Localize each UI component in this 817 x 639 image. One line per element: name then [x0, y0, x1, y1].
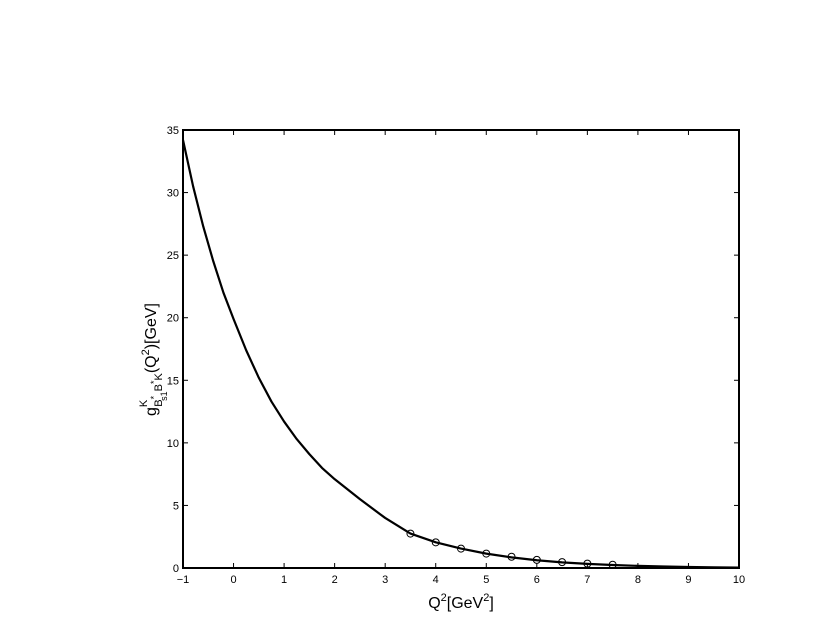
y-tick-label: 20: [167, 313, 179, 325]
x-axis-label-exp2: 2: [483, 592, 489, 604]
y-tick-label: 30: [167, 188, 179, 200]
x-tick-label: 3: [382, 574, 388, 586]
curve-line: [181, 139, 740, 569]
axis-ticks: [182, 129, 740, 569]
plot-series: [181, 139, 740, 569]
x-axis-label-mid: [GeV: [447, 595, 484, 612]
x-axis-label-end: ]: [489, 595, 493, 612]
x-tick-label: 2: [332, 574, 338, 586]
data-point-marker: [406, 529, 415, 538]
x-axis-label: Q2[GeV2]: [428, 592, 494, 612]
x-axis-label-base: Q: [428, 595, 440, 612]
y-tick-label: 10: [167, 438, 179, 450]
y-axis-label-sub-star2: *: [149, 380, 159, 384]
x-tick-label: 9: [685, 574, 691, 586]
y-axis-label-sub-s1: s1: [159, 391, 169, 401]
x-tick-label: 7: [584, 574, 590, 586]
data-point-marker: [457, 544, 465, 553]
x-axis-label-exp: 2: [441, 592, 447, 604]
y-tick-label: 35: [167, 125, 179, 137]
x-tick-label: 1: [281, 574, 287, 586]
y-tick-label: 5: [173, 500, 179, 512]
x-tick-label: 4: [433, 574, 439, 586]
plot-frame: [182, 129, 740, 569]
data-point-marker: [507, 552, 516, 561]
y-axis-label-end: )[GeV]: [143, 303, 160, 349]
y-axis-label-sub-b1: B: [153, 399, 165, 406]
data-point-marker: [558, 558, 567, 567]
svg-text:gKB*s1B*K(Q2)[GeV]: gK B*s1B*K(Q2)[GeV]: [138, 303, 169, 416]
y-axis-label-sub-b2: B: [153, 384, 165, 391]
x-tick-label: 0: [230, 574, 236, 586]
y-axis-label-g: g: [143, 407, 160, 416]
y-tick-label: 25: [167, 250, 179, 262]
x-tick-label: 6: [534, 574, 540, 586]
x-tick-label: 5: [483, 574, 489, 586]
y-axis-label-sub-star1: *: [149, 395, 159, 399]
y-tick-label: 0: [173, 563, 179, 575]
y-axis-label-paren: (Q: [143, 355, 160, 373]
y-tick-label: 15: [167, 375, 179, 387]
y-axis-label-exp: 2: [140, 349, 152, 355]
x-tick-label: 10: [733, 574, 745, 586]
y-axis-label-sup: K: [138, 399, 150, 407]
y-axis-label-sub-k: K: [153, 373, 165, 381]
x-tick-label: −1: [177, 574, 190, 586]
x-tick-label: 8: [635, 574, 641, 586]
data-point-marker: [482, 549, 491, 558]
data-point-marker: [431, 538, 440, 547]
y-axis-label: gK B*s1B*K(Q2)[GeV]: [138, 303, 169, 416]
data-point-marker: [532, 555, 541, 564]
